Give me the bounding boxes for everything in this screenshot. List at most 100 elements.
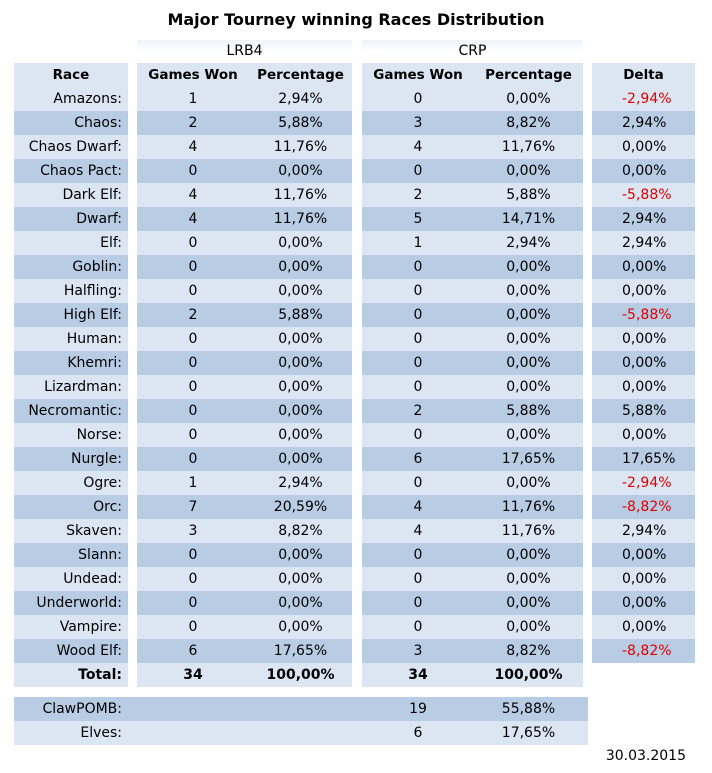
row-background (137, 447, 352, 471)
lrb4-percentage: 8,82% (278, 523, 323, 539)
table-row: Norse: 0 0,00% 0 0,00% 0,00% (0, 423, 712, 447)
lrb4-games-won: 4 (188, 211, 198, 227)
row-background (14, 615, 128, 639)
lrb4-percentage: 5,88% (278, 115, 323, 131)
crp-percentage: 0,00% (506, 163, 551, 179)
row-background (14, 303, 128, 327)
row-background (137, 543, 352, 567)
summary-label: Elves: (80, 725, 122, 741)
race-name: Chaos: (74, 115, 122, 131)
row-background (592, 255, 695, 279)
header-crp-percentage: Percentage (474, 63, 583, 87)
row-background (592, 495, 695, 519)
row-background (14, 721, 588, 745)
race-name: Halfling: (63, 283, 122, 299)
row-background (14, 255, 128, 279)
race-name: Vampire: (59, 619, 122, 635)
crp-percentage: 0,00% (506, 475, 551, 491)
row-background (14, 207, 128, 231)
table-row: Orc: 7 20,59% 4 11,76% -8,82% (0, 495, 712, 519)
lrb4-percentage: 5,88% (278, 307, 323, 323)
row-background (592, 231, 695, 255)
race-name: Elf: (100, 235, 122, 251)
lrb4-percentage: 11,76% (273, 211, 328, 227)
crp-games-won: 0 (413, 307, 423, 323)
row-background (362, 303, 583, 327)
crp-percentage: 14,71% (501, 211, 556, 227)
delta-value: 0,00% (622, 139, 667, 155)
lrb4-games-won: 7 (188, 499, 198, 515)
crp-percentage: 5,88% (506, 403, 551, 419)
row-background (362, 615, 583, 639)
crp-games-won: 4 (413, 523, 423, 539)
race-name: Goblin: (72, 259, 122, 275)
row-background (137, 399, 352, 423)
delta-value: -5,88% (622, 187, 672, 203)
row-background (362, 207, 583, 231)
delta-value: 0,00% (622, 283, 667, 299)
row-background (362, 519, 583, 543)
row-background (14, 375, 128, 399)
total-lrb4-games-won: 34 (183, 667, 203, 683)
lrb4-games-won: 0 (188, 379, 198, 395)
crp-percentage: 11,76% (501, 523, 556, 539)
crp-games-won: 3 (413, 643, 423, 659)
total-label: Total: (78, 667, 122, 683)
table-title: Major Tourney winning Races Distribution (167, 10, 545, 29)
delta-value: 2,94% (622, 211, 667, 227)
row-background (362, 399, 583, 423)
lrb4-games-won: 0 (188, 571, 198, 587)
summary-row: ClawPOMB: 19 55,88% (0, 697, 712, 721)
race-name: Chaos Pact: (40, 163, 122, 179)
lrb4-percentage: 0,00% (278, 451, 323, 467)
crp-percentage: 0,00% (506, 259, 551, 275)
lrb4-percentage: 0,00% (278, 427, 323, 443)
race-name: Undead: (63, 571, 122, 587)
delta-value: 2,94% (622, 235, 667, 251)
crp-games-won: 4 (413, 139, 423, 155)
row-background (592, 567, 695, 591)
race-name: Norse: (76, 427, 122, 443)
header-delta: Delta (592, 63, 695, 87)
crp-games-won: 5 (413, 211, 423, 227)
total-crp-percentage: 100,00% (494, 667, 563, 683)
table-row: Underworld: 0 0,00% 0 0,00% 0,00% (0, 591, 712, 615)
row-background (592, 615, 695, 639)
row-background (14, 663, 128, 687)
race-name: Dwarf: (76, 211, 122, 227)
crp-games-won: 0 (413, 427, 423, 443)
row-background (14, 697, 588, 721)
race-name: Human: (66, 331, 122, 347)
table-row: Lizardman: 0 0,00% 0 0,00% 0,00% (0, 375, 712, 399)
crp-games-won: 2 (413, 187, 423, 203)
summary-crp-percentage: 17,65% (501, 725, 556, 741)
lrb4-games-won: 4 (188, 187, 198, 203)
lrb4-games-won: 6 (188, 643, 198, 659)
header-lrb4-percentage: Percentage (249, 63, 352, 87)
row-background (592, 303, 695, 327)
crp-percentage: 0,00% (506, 571, 551, 587)
crp-games-won: 0 (413, 595, 423, 611)
row-background (592, 423, 695, 447)
row-background (14, 279, 128, 303)
table-row: Dark Elf: 4 11,76% 2 5,88% -5,88% (0, 183, 712, 207)
crp-percentage: 0,00% (506, 91, 551, 107)
race-name: Amazons: (53, 91, 122, 107)
row-background (362, 471, 583, 495)
lrb4-games-won: 0 (188, 403, 198, 419)
crp-games-won: 3 (413, 115, 423, 131)
date-stamp: 30.03.2015 (605, 748, 686, 764)
row-background (14, 231, 128, 255)
row-background (137, 327, 352, 351)
row-background (14, 543, 128, 567)
lrb4-games-won: 0 (188, 547, 198, 563)
row-background (362, 447, 583, 471)
race-name: Khemri: (67, 355, 122, 371)
row-background (592, 519, 695, 543)
delta-value: 0,00% (622, 547, 667, 563)
lrb4-games-won: 1 (188, 475, 198, 491)
row-background (14, 519, 128, 543)
lrb4-percentage: 0,00% (278, 235, 323, 251)
crp-percentage: 2,94% (506, 235, 551, 251)
delta-value: 0,00% (622, 259, 667, 275)
